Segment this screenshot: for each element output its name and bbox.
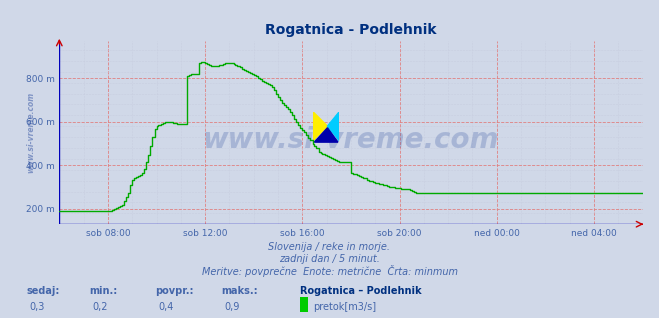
Text: Rogatnica – Podlehnik: Rogatnica – Podlehnik bbox=[300, 286, 422, 296]
Text: Slovenija / reke in morje.: Slovenija / reke in morje. bbox=[268, 242, 391, 252]
Text: www.si-vreme.com: www.si-vreme.com bbox=[203, 126, 499, 154]
Text: www.si-vreme.com: www.si-vreme.com bbox=[26, 92, 35, 173]
Text: Meritve: povprečne  Enote: metrične  Črta: minmum: Meritve: povprečne Enote: metrične Črta:… bbox=[202, 265, 457, 277]
Text: 0,9: 0,9 bbox=[224, 302, 239, 312]
Title: Rogatnica - Podlehnik: Rogatnica - Podlehnik bbox=[265, 24, 437, 38]
Text: sedaj:: sedaj: bbox=[26, 286, 60, 296]
Text: 0,4: 0,4 bbox=[158, 302, 173, 312]
Text: 0,3: 0,3 bbox=[30, 302, 45, 312]
Text: pretok[m3/s]: pretok[m3/s] bbox=[313, 302, 376, 312]
Text: min.:: min.: bbox=[89, 286, 117, 296]
Text: povpr.:: povpr.: bbox=[155, 286, 193, 296]
Text: 0,2: 0,2 bbox=[92, 302, 108, 312]
Text: maks.:: maks.: bbox=[221, 286, 258, 296]
Text: zadnji dan / 5 minut.: zadnji dan / 5 minut. bbox=[279, 254, 380, 264]
